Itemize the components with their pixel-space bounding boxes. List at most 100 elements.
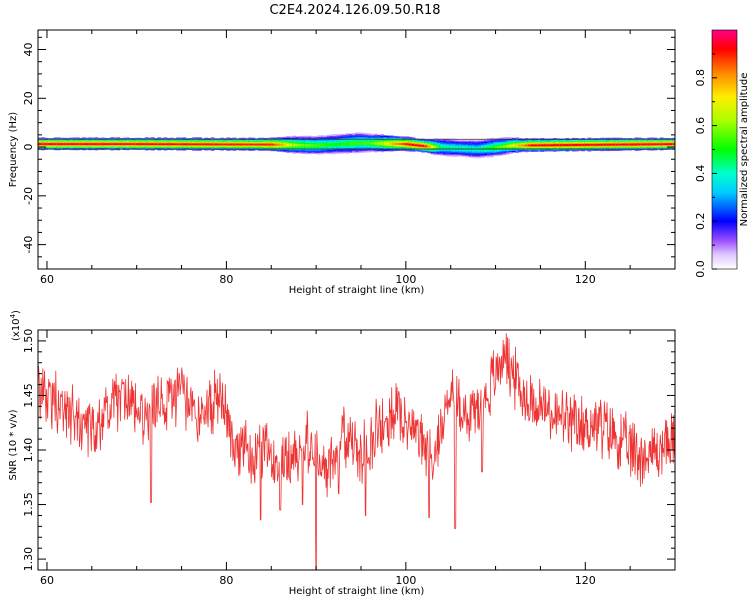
spectrogram-cell — [119, 143, 124, 146]
spectrogram-cell — [191, 143, 196, 146]
spectrogram-cell — [439, 146, 444, 149]
spectrogram-cell — [367, 141, 372, 145]
colorbar-tick-label: 0.8 — [694, 69, 707, 87]
spectrogram-cell — [534, 144, 538, 147]
spectrogram-cell — [421, 145, 425, 147]
bottom-xlabel: Height of straight line (km) — [289, 586, 425, 597]
spectrogram-cell — [333, 143, 337, 146]
spectrogram-cell — [254, 143, 259, 146]
top-ytick-label: 0 — [22, 144, 35, 151]
spectrogram-cell — [232, 143, 237, 146]
bottom-ytick-label: 1.30 — [22, 547, 35, 572]
spectrogram-cell — [389, 142, 394, 145]
spectrogram-cell — [568, 144, 573, 146]
spectrogram-cell — [132, 143, 136, 145]
top-xtick-label: 80 — [219, 273, 233, 286]
spectrogram-cell — [267, 143, 271, 146]
colorbar-tick-label: 0.4 — [694, 165, 707, 183]
y-scale-suffix: ) — [11, 310, 22, 314]
spectrogram-cell — [141, 143, 146, 146]
spectrogram-cell — [151, 143, 155, 146]
spectrogram-cell — [220, 143, 224, 146]
spectrogram-cell — [399, 142, 403, 145]
top-ytick-label: 20 — [22, 91, 35, 105]
spectrogram-cell — [452, 146, 457, 150]
spectrogram-cell — [320, 143, 325, 147]
spectrogram-cell — [188, 143, 193, 146]
spectrogram-cell — [270, 143, 275, 146]
spectrogram-cell — [75, 143, 80, 146]
spectrogram-cell — [69, 143, 74, 145]
spectrogram-cell — [628, 143, 633, 146]
colorbar-gradient — [711, 29, 738, 270]
spectrogram-cell — [414, 144, 419, 147]
spectrogram-cell — [144, 143, 149, 146]
spectrogram-cell — [543, 144, 548, 147]
spectrogram-cell — [342, 142, 347, 146]
spectrogram-cell — [210, 143, 215, 146]
spectrogram-cell — [216, 143, 221, 146]
spectrogram-cell — [352, 141, 356, 145]
y-scale-factor: (x104) — [9, 310, 22, 341]
spectrogram-cell — [552, 144, 557, 147]
spectrogram-cell — [656, 143, 661, 146]
spectrogram-cell — [361, 141, 366, 145]
bottom-ytick-label: 1.50 — [22, 329, 35, 354]
spectrogram-cell — [540, 144, 545, 147]
spectrogram-cell — [207, 143, 212, 146]
spectrogram-cell — [85, 143, 89, 146]
bottom-ytick-label: 1.45 — [22, 383, 35, 408]
spectrogram-cell — [348, 142, 353, 146]
spectrogram-band — [38, 132, 675, 159]
spectrogram-cell — [631, 143, 636, 146]
spectrogram-cell — [204, 143, 209, 146]
spectrogram-cell — [618, 143, 623, 146]
spectrogram-cell — [590, 143, 595, 146]
bottom-ylabel: SNR (10 * v/v) — [8, 409, 19, 480]
spectrogram-cell — [135, 143, 140, 145]
spectrogram-cell — [295, 143, 300, 147]
colorbar-label: Normalized spectral amplitude — [739, 73, 750, 227]
spectrogram-cell — [53, 143, 58, 145]
spectrogram-cell — [521, 144, 526, 147]
spectrogram-cell — [138, 143, 143, 146]
spectrogram-cell — [66, 143, 71, 146]
spectrogram-cell — [78, 143, 83, 145]
spectrogram-cell — [487, 146, 491, 150]
spectrogram-cell — [509, 144, 513, 148]
spectrogram-cell — [286, 143, 290, 147]
spectrogram-cell — [245, 143, 249, 146]
top-ytick-label: -40 — [22, 236, 35, 254]
spectrogram-cell — [634, 143, 639, 146]
spectrogram-cell — [176, 143, 180, 146]
spectrogram-cell — [640, 143, 645, 146]
spectrogram-cell — [383, 142, 388, 145]
spectrogram-cell — [593, 143, 598, 146]
spectrogram-cell — [603, 143, 607, 146]
spectrogram-cell — [392, 142, 397, 145]
spectrogram-cell — [157, 143, 162, 146]
spectrogram-cell — [436, 146, 441, 149]
spectrogram-cell — [330, 143, 334, 147]
bottom-ytick-label: 1.35 — [22, 492, 35, 516]
bottom-xtick-label: 60 — [40, 574, 54, 587]
spectrogram-cell — [443, 146, 447, 149]
spectrogram-cell — [116, 143, 121, 145]
spectrogram-cell — [549, 144, 554, 147]
spectrogram-cell — [279, 143, 284, 146]
spectrogram-cell — [672, 143, 675, 145]
spectrogram-cell — [637, 143, 642, 146]
bottom-xtick-label: 80 — [219, 574, 233, 587]
spectrogram-plot: 60 80 100 120 -40 -20 0 20 40 Height of straight … — [8, 29, 676, 296]
spectrogram-cell — [411, 143, 416, 146]
spectrogram-cell — [179, 143, 184, 146]
spectrogram-cell — [185, 143, 190, 146]
spectrogram-cell — [154, 143, 158, 145]
spectrogram-cell — [483, 147, 488, 150]
spectrogram-cell — [669, 143, 673, 146]
spectrogram-cell — [565, 144, 570, 147]
top-xtick-label: 60 — [40, 273, 54, 286]
spectrogram-cell — [63, 143, 67, 145]
spectrogram-cell — [173, 143, 177, 146]
